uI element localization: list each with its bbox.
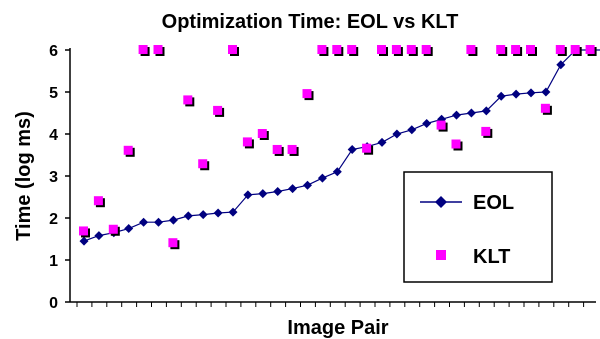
klt-point [377, 45, 388, 56]
legend: EOL KLT [403, 171, 553, 283]
eol-point [183, 211, 193, 221]
eol-line [83, 49, 600, 242]
y-tick-label: 5 [49, 85, 58, 102]
klt-point [108, 224, 120, 236]
eol-point [79, 236, 89, 246]
eol-point [377, 137, 387, 147]
klt-point [302, 89, 314, 101]
klt-point [436, 120, 448, 132]
klt-point [511, 45, 523, 56]
klt-point [242, 137, 254, 149]
klt-point [481, 126, 493, 138]
eol-point [541, 87, 551, 97]
y-axis-label: Time (log ms) [13, 111, 35, 241]
y-tick-label: 6 [49, 43, 58, 60]
eol-point [422, 119, 432, 128]
eol-point [407, 125, 417, 135]
eol-point [198, 210, 208, 220]
eol-point [213, 208, 223, 218]
klt-point [451, 139, 463, 151]
eol-point [154, 217, 163, 227]
eol-point [556, 60, 566, 70]
x-ticks [76, 302, 585, 307]
eol-point [452, 110, 461, 120]
y-ticks: 0 1 2 3 4 5 6 [49, 43, 70, 312]
eol-point [332, 167, 342, 177]
eol-point [168, 215, 178, 225]
klt-point [138, 45, 150, 56]
klt-point [466, 45, 478, 56]
klt-point [287, 144, 299, 156]
eol-point [124, 224, 134, 233]
legend-klt-marker [436, 250, 446, 260]
eol-point [288, 184, 298, 194]
eol-point [466, 108, 476, 118]
klt-point [168, 238, 180, 250]
eol-point [228, 207, 238, 217]
eol-point [496, 91, 506, 101]
klt-point [585, 45, 597, 56]
series-klt [79, 45, 597, 250]
eol-point [481, 106, 491, 116]
legend-klt-label: KLT [473, 246, 510, 268]
eol-point [526, 88, 536, 98]
eol-point [258, 189, 268, 199]
klt-point [79, 226, 90, 238]
y-tick-label: 3 [49, 169, 58, 186]
klt-point [213, 105, 225, 117]
eol-point [511, 89, 521, 99]
y-tick-label: 4 [49, 127, 58, 144]
klt-point [257, 129, 269, 140]
klt-point [332, 45, 344, 56]
klt-point [421, 45, 433, 56]
y-tick-label: 1 [49, 253, 58, 270]
legend-eol-marker [435, 196, 447, 208]
eol-point [94, 231, 104, 241]
klt-point [362, 143, 374, 155]
series-eol [79, 45, 600, 246]
klt-point [496, 45, 508, 56]
klt-point [228, 45, 239, 56]
legend-eol-label: EOL [473, 192, 514, 214]
klt-point [391, 45, 403, 56]
legend-box [403, 171, 553, 283]
chart-title: Optimization Time: EOL vs KLT [162, 11, 459, 33]
klt-point [123, 145, 135, 157]
eol-point [347, 145, 357, 155]
y-tick-label: 0 [49, 295, 58, 312]
klt-point [540, 103, 552, 115]
eol-point [303, 180, 312, 190]
klt-point [347, 45, 359, 56]
eol-point [273, 187, 283, 197]
klt-point [93, 196, 105, 208]
klt-point [183, 95, 195, 107]
klt-point [555, 45, 567, 56]
klt-point [526, 45, 537, 56]
klt-point [198, 159, 210, 171]
x-axis-label: Image Pair [287, 317, 388, 339]
klt-point [406, 45, 418, 56]
eol-point [243, 190, 253, 200]
klt-point [317, 45, 329, 56]
klt-point [153, 45, 165, 56]
eol-point [392, 129, 402, 139]
klt-point [570, 45, 582, 56]
eol-point [139, 217, 149, 227]
y-tick-label: 2 [49, 211, 58, 228]
eol-point [317, 173, 327, 183]
klt-point [272, 144, 284, 156]
